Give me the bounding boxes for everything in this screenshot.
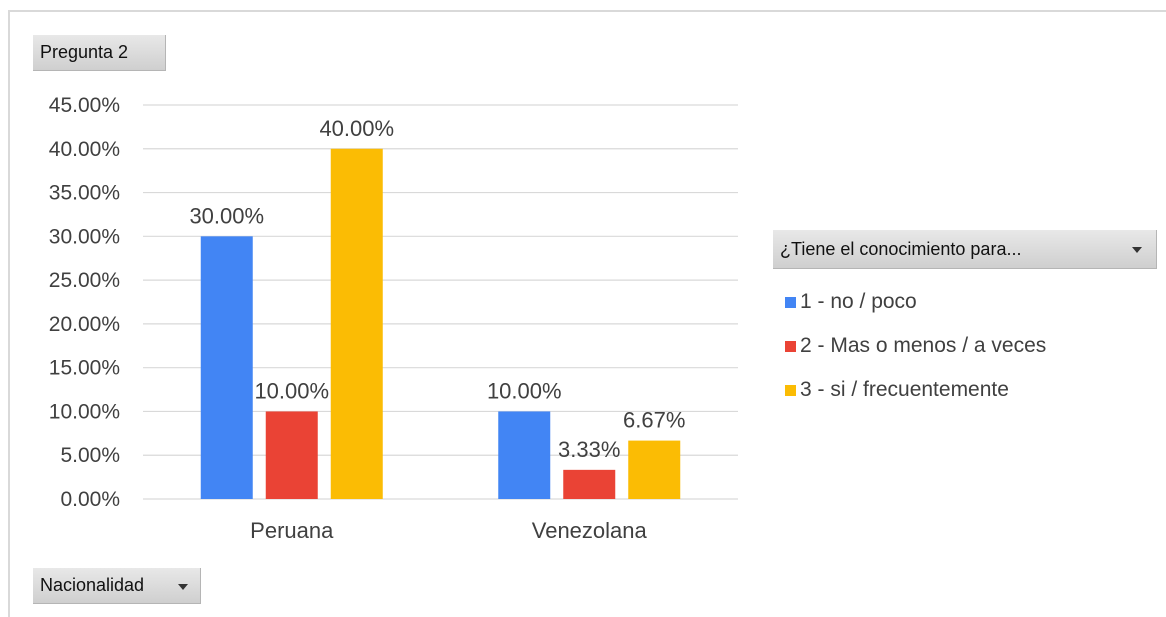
legend-item-3: 3 - si / frecuentemente [785, 368, 1046, 412]
report-filter-field-button[interactable]: Pregunta 2 [33, 35, 166, 71]
y-tick-label: 15.00% [49, 357, 120, 380]
x-axis-category-labels: Peruana Venezolana [250, 518, 647, 543]
axis-field-button[interactable]: Nacionalidad [33, 568, 201, 604]
y-tick-label: 30.00% [49, 225, 120, 248]
data-label: 10.00% [487, 378, 562, 403]
legend-label-2: 2 - Mas o menos / a veces [800, 334, 1047, 357]
y-tick-label: 25.00% [49, 269, 120, 292]
bars [200, 148, 681, 500]
data-label: 30.00% [189, 203, 264, 228]
chevron-down-icon[interactable] [178, 583, 188, 590]
data-labels: 30.00% 10.00% 40.00% 10.00% 3.33%6.67% [189, 116, 685, 462]
x-category-label: Peruana [250, 518, 334, 543]
legend: 1 - no / poco 2 - Mas o menos / a veces … [785, 280, 1046, 412]
legend-swatch-1 [785, 296, 796, 308]
legend-item-2: 2 - Mas o menos / a veces [785, 324, 1046, 368]
y-tick-label: 20.00% [49, 313, 120, 336]
legend-label-3: 3 - si / frecuentemente [800, 378, 1009, 401]
y-tick-label: 35.00% [49, 182, 120, 205]
y-tick-label: 10.00% [49, 400, 120, 423]
axis-field-label: Nacionalidad [40, 575, 145, 595]
bar [200, 236, 253, 500]
bar [498, 411, 551, 499]
legend-item-1: 1 - no / poco [785, 280, 1046, 324]
report-filter-label: Pregunta 2 [40, 42, 129, 62]
y-tick-label: 0.00% [60, 488, 120, 511]
y-axis-tick-labels: 0.00% 5.00% 10.00% 15.00% 20.00% 25.00% 30.00%… [49, 94, 120, 511]
chart-frame-left-border [8, 10, 10, 617]
y-tick-label: 45.00% [49, 94, 120, 117]
data-label: 3.33% [558, 437, 620, 462]
chevron-down-icon[interactable] [1132, 247, 1142, 253]
legend-field-label: ¿Tiene el conocimiento para... [780, 238, 1022, 259]
bar [265, 411, 318, 499]
chart-frame-top-border [8, 10, 1166, 12]
legend-label-1: 1 - no / poco [800, 290, 917, 313]
y-tick-label: 5.00% [60, 444, 120, 467]
y-tick-label: 40.00% [49, 138, 120, 161]
bar [563, 469, 616, 499]
bar [330, 148, 383, 499]
data-label: 40.00% [319, 116, 394, 141]
legend-swatch-2 [785, 340, 796, 352]
data-label: 10.00% [254, 378, 329, 403]
bar [628, 440, 681, 499]
x-category-label: Venezolana [532, 518, 648, 543]
legend-swatch-3 [785, 384, 796, 396]
legend-field-button[interactable]: ¿Tiene el conocimiento para... [773, 230, 1157, 269]
data-label: 6.67% [623, 408, 685, 433]
